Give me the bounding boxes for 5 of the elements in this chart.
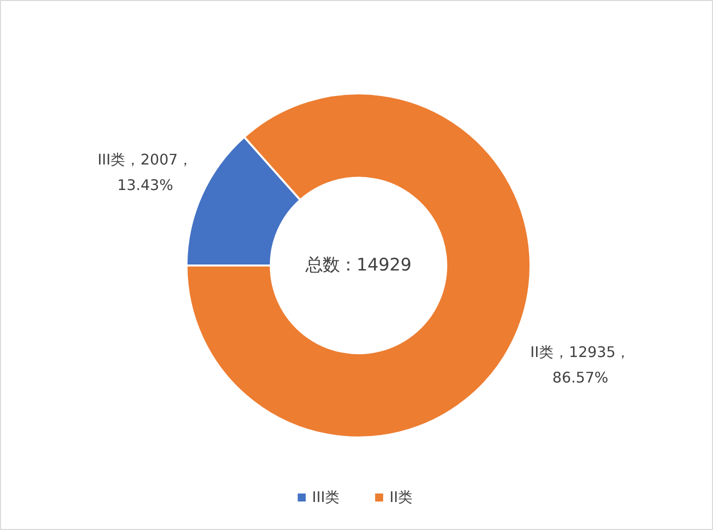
text: 总数：14929 <box>304 256 412 276</box>
legend-label: II类 <box>389 489 414 506</box>
data-label: III类，2007， 13.43% <box>98 151 193 194</box>
legend-label: III类 <box>312 489 340 506</box>
data-label: II类，12935， 86.57% <box>530 344 631 387</box>
